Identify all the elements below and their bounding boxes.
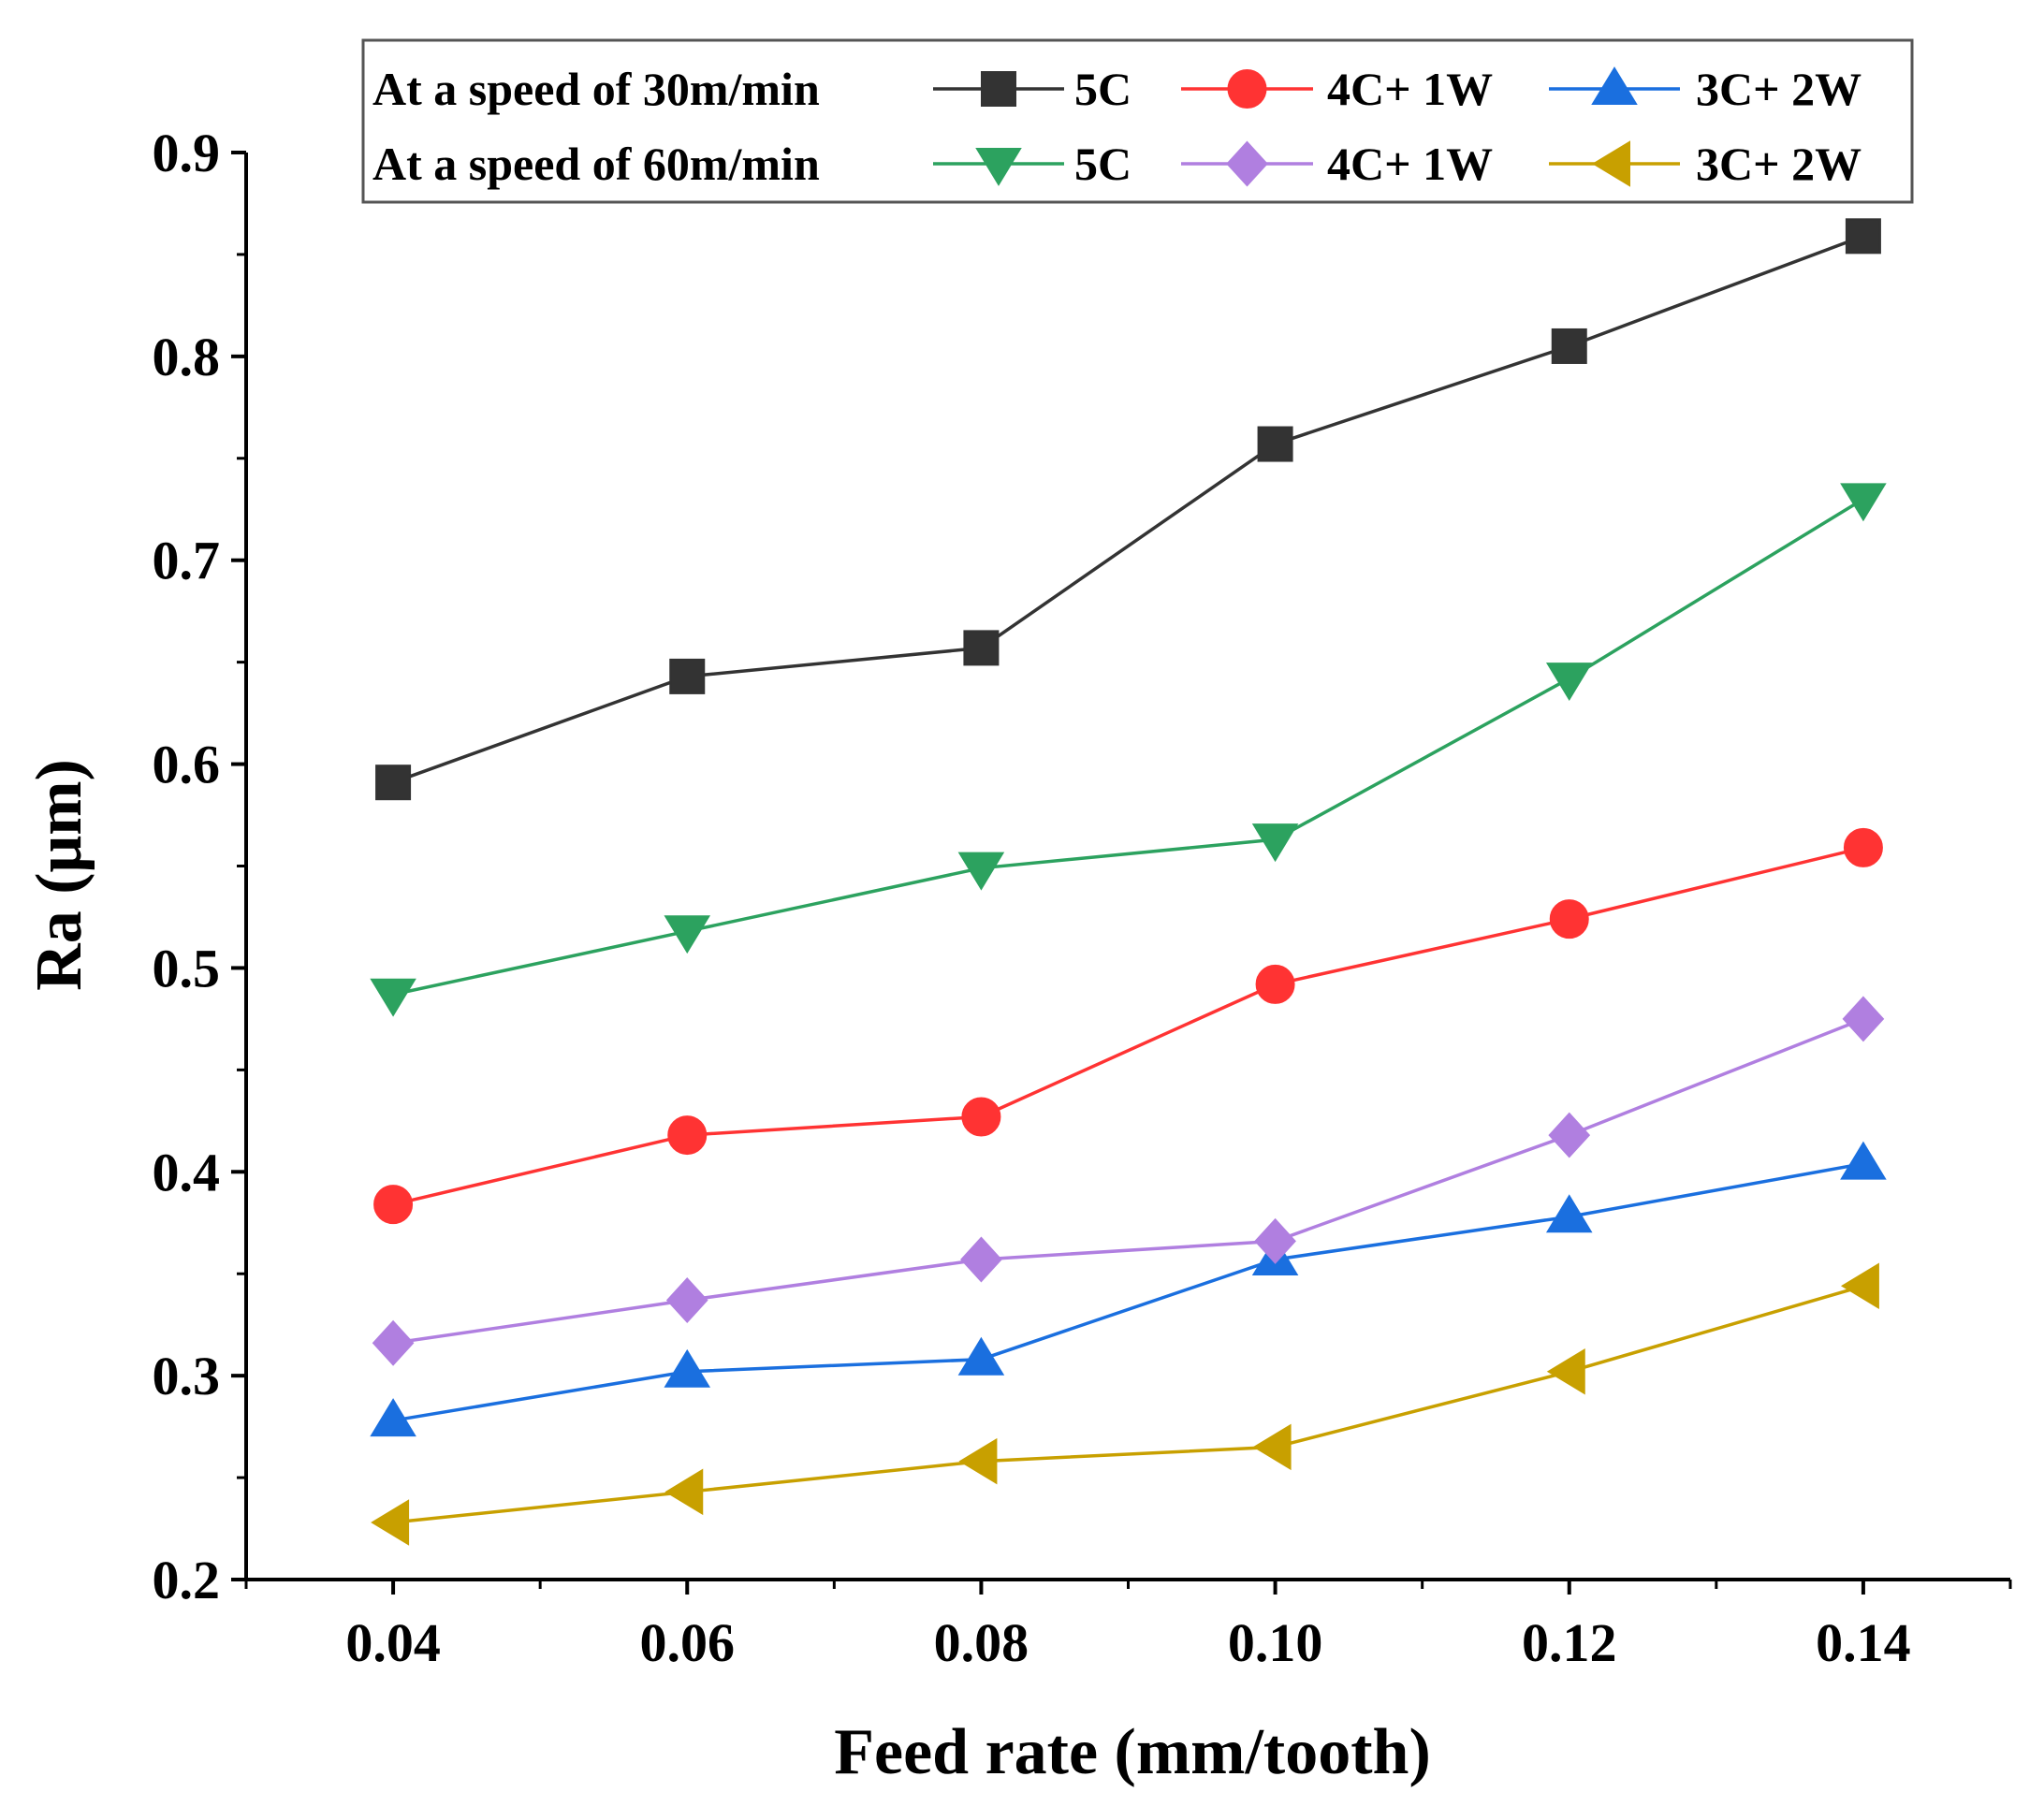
legend-marker: [1591, 66, 1638, 105]
series-line: [392, 1017, 1864, 1346]
data-point: [375, 765, 412, 801]
series-2: [370, 1141, 1887, 1437]
series-1: [373, 827, 1883, 1225]
data-point: [665, 1277, 708, 1324]
x-tick-label: 0.14: [1816, 1612, 1911, 1673]
legend-item: 3C+ 2W: [1549, 138, 1862, 190]
data-point: [1252, 1423, 1292, 1471]
legend: At a speed of 30m/min At a speed of 60m/m…: [361, 38, 1914, 204]
data-point: [1551, 328, 1587, 364]
legend-item: 3C+ 2W: [1549, 63, 1862, 115]
data-point: [372, 1319, 415, 1366]
y-tick-label: 0.7: [153, 531, 221, 591]
y-tick-label: 0.5: [153, 938, 221, 998]
y-tick-label: 0.9: [153, 123, 221, 183]
legend-marker: [981, 71, 1016, 107]
data-point: [960, 1236, 1002, 1283]
legend-item: 4C+ 1W: [1181, 138, 1493, 190]
data-point: [957, 852, 1005, 891]
data-point: [370, 1398, 416, 1437]
data-point: [664, 915, 711, 954]
data-point: [1548, 1112, 1591, 1158]
legend-label: 3C+ 2W: [1696, 138, 1862, 190]
axes-layer: 0.2 0.3 0.4 0.5 0.6 0.7 0.8 0.9 0.04 0.06 0.08 0.10…: [153, 123, 2012, 1673]
data-point: [1842, 996, 1885, 1042]
series-line: [392, 497, 1864, 997]
y-tick-label: 0.8: [153, 327, 221, 387]
series-line: [392, 846, 1864, 1206]
x-axis-title: Feed rate (mm/tooth): [834, 1716, 1431, 1788]
data-point: [1840, 1141, 1887, 1180]
legend-marker: [975, 148, 1022, 186]
data-point: [961, 1097, 1001, 1137]
y-tick-label: 0.2: [153, 1550, 221, 1610]
series-0: [375, 218, 1881, 801]
data-point: [1845, 218, 1881, 255]
y-tick-label: 0.4: [153, 1142, 221, 1202]
x-tick-label: 0.10: [1228, 1612, 1323, 1673]
data-point: [1251, 823, 1299, 863]
x-tick-label: 0.06: [640, 1612, 736, 1673]
data-point: [667, 1115, 708, 1156]
legend-item: 5C: [933, 63, 1132, 115]
legend-label: 4C+ 1W: [1327, 63, 1493, 115]
legend-group-label: At a speed of 60m/min: [372, 138, 820, 190]
series-line: [392, 1284, 1864, 1524]
data-point: [1546, 1348, 1585, 1395]
y-axis-title: Ra (μm): [23, 759, 95, 991]
data-point: [958, 1437, 998, 1485]
x-tick-label: 0.04: [345, 1612, 441, 1673]
data-point: [1254, 1217, 1296, 1264]
series-3: [370, 483, 1887, 1017]
data-point: [957, 1336, 1005, 1376]
legend-label: 3C+ 2W: [1696, 63, 1862, 115]
data-point: [664, 1348, 711, 1388]
series-4: [372, 996, 1885, 1366]
y-tick-label: 0.6: [153, 735, 221, 795]
series-line: [392, 234, 1864, 784]
legend-marker: [1226, 140, 1268, 187]
data-point: [371, 1499, 410, 1546]
x-tick-label: 0.12: [1522, 1612, 1617, 1673]
data-point: [664, 1468, 704, 1516]
legend-item: 4C+ 1W: [1181, 63, 1493, 115]
legend-marker: [1592, 140, 1630, 187]
legend-label: 5C: [1074, 63, 1132, 115]
series-5: [371, 1262, 1879, 1546]
y-tick-label: 0.3: [153, 1346, 221, 1406]
data-point: [1843, 827, 1883, 867]
data-point: [1840, 483, 1887, 522]
data-point: [1549, 899, 1589, 939]
x-tick-label: 0.08: [934, 1612, 1029, 1673]
legend-marker: [1227, 69, 1267, 109]
legend-label: 5C: [1074, 138, 1132, 190]
data-point: [669, 658, 706, 694]
legend-label: 4C+ 1W: [1327, 138, 1493, 190]
data-point: [370, 978, 416, 1017]
data-point: [373, 1185, 414, 1225]
data-point: [1840, 1262, 1879, 1310]
data-point: [1545, 663, 1593, 702]
data-point: [1545, 1194, 1593, 1233]
data-point: [1257, 426, 1293, 462]
legend-box: [361, 38, 1914, 204]
series-layer: [370, 218, 1887, 1546]
data-point: [963, 630, 1000, 666]
series-line: [392, 1161, 1864, 1422]
legend-group-label: At a speed of 30m/min: [372, 63, 820, 115]
data-point: [1255, 964, 1295, 1004]
legend-item: 5C: [933, 138, 1132, 190]
